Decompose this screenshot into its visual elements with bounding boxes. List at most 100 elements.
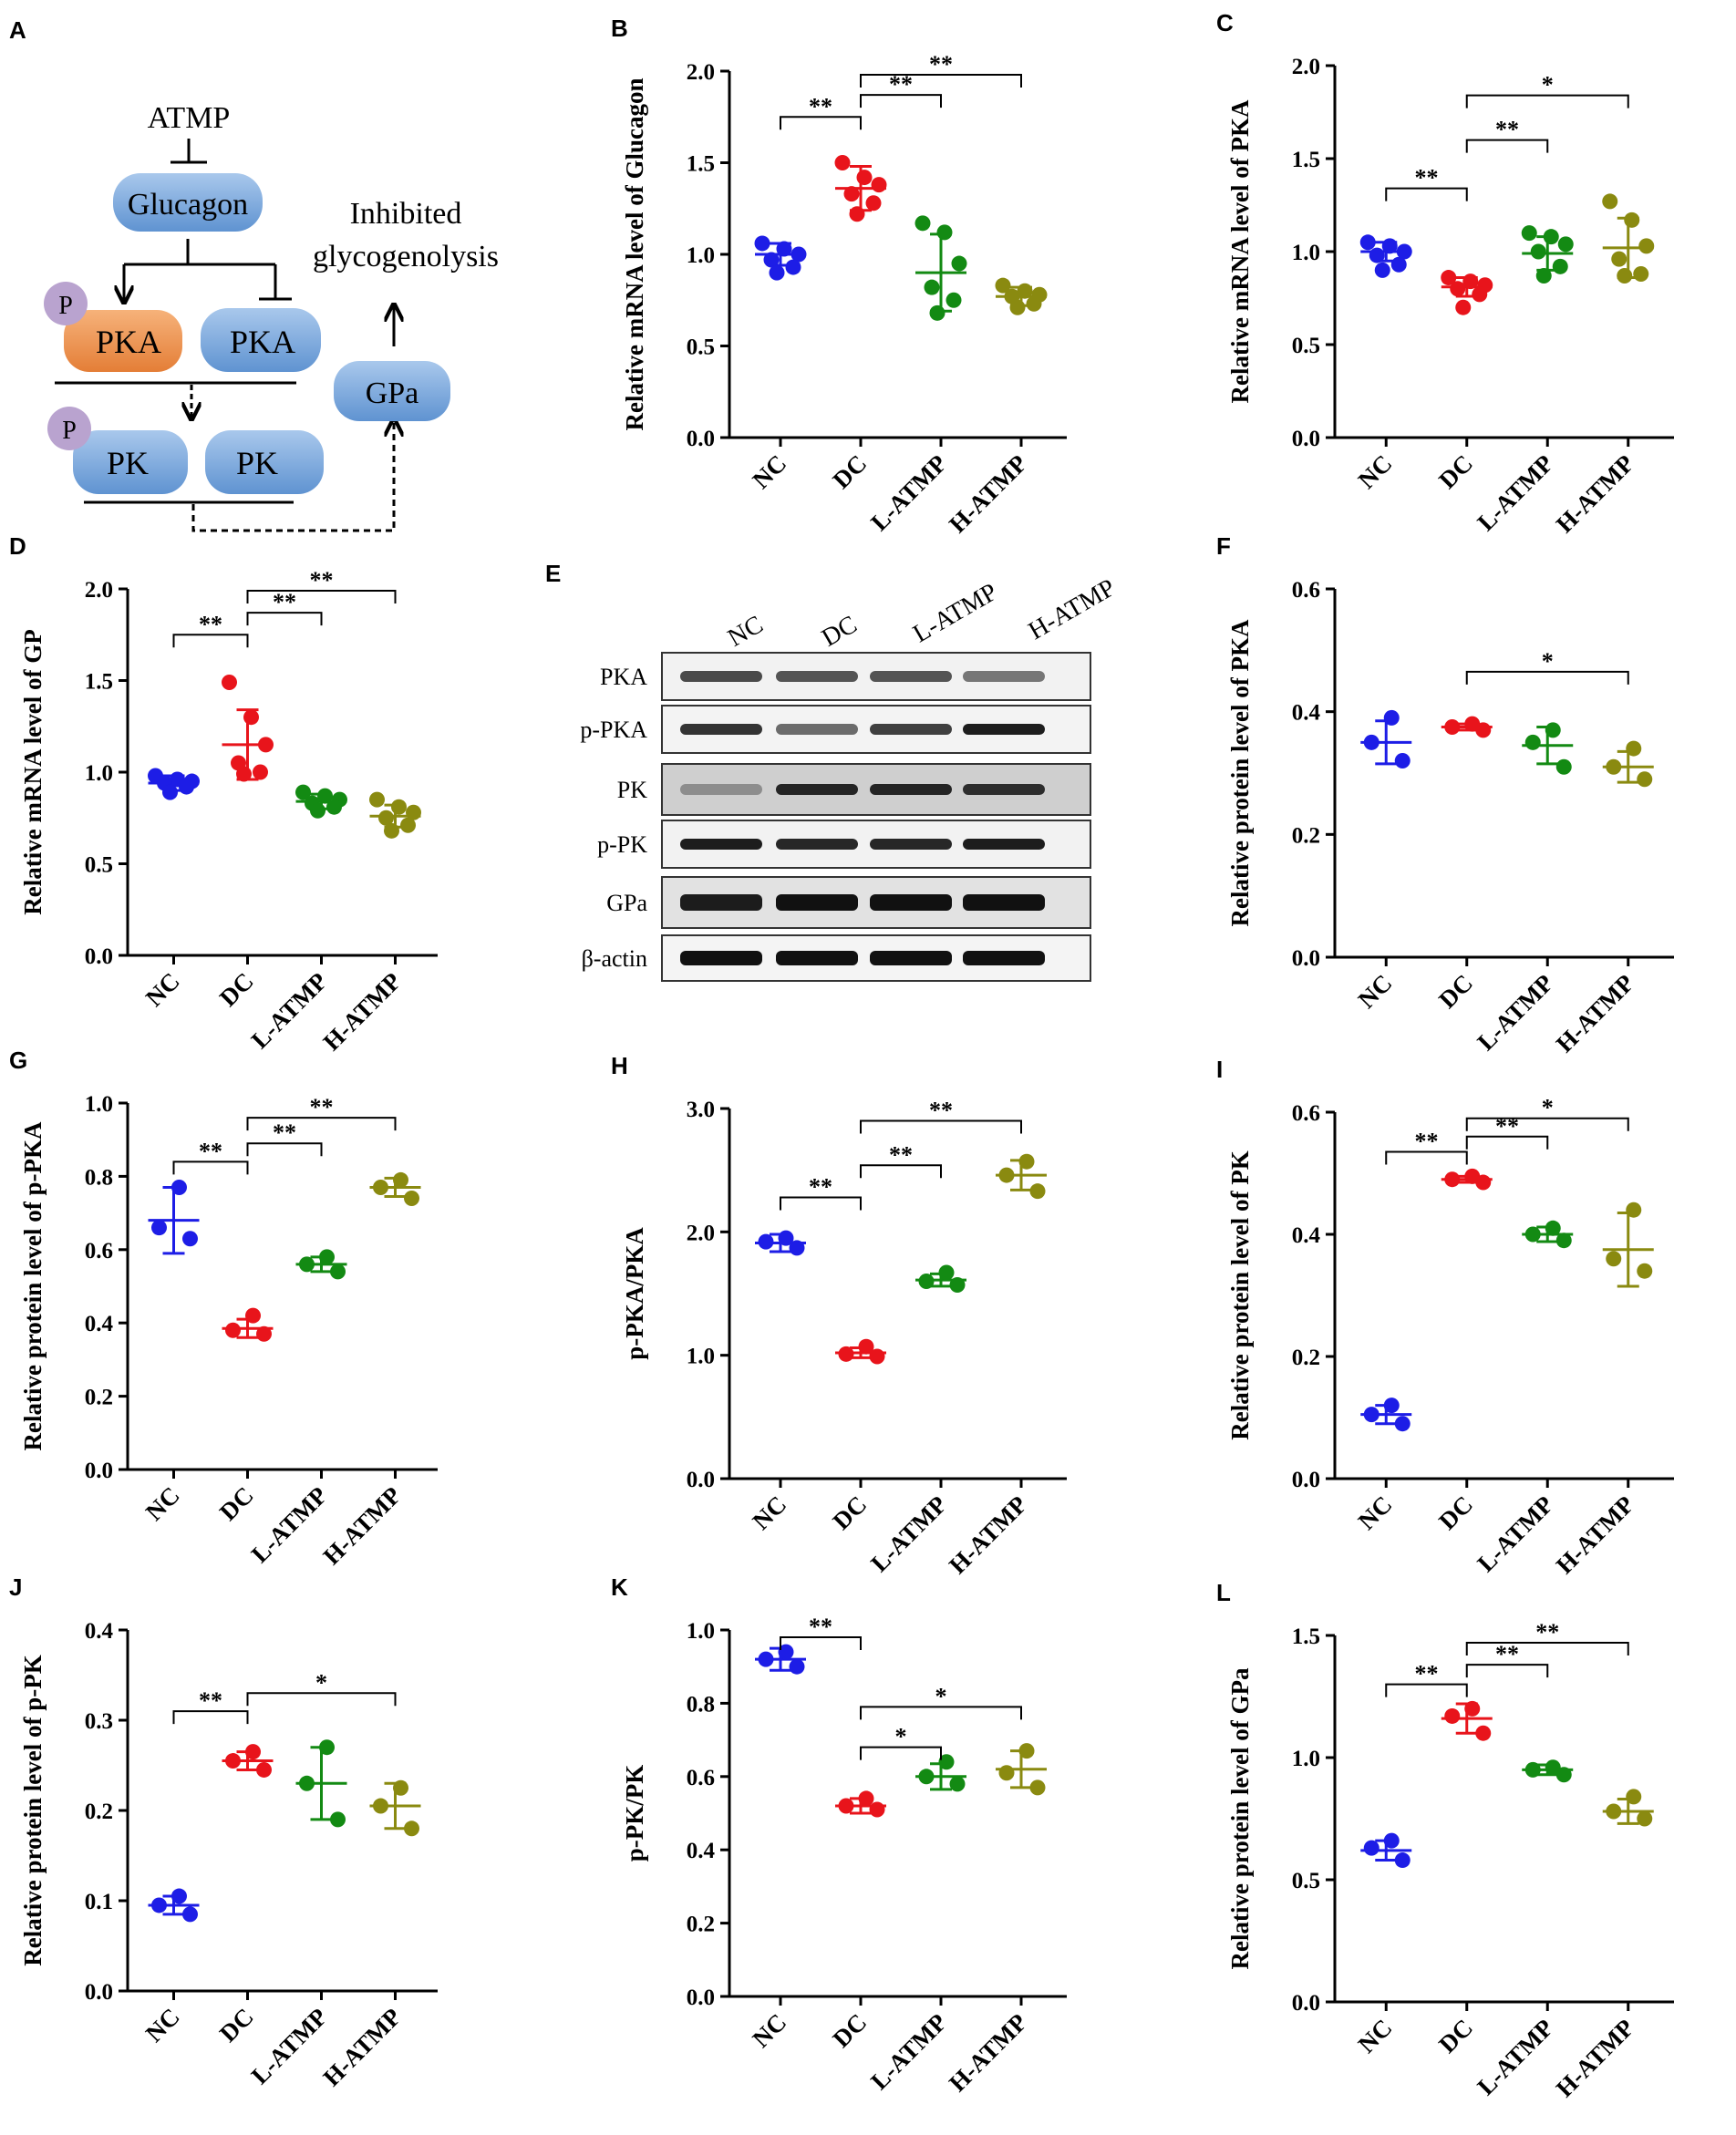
inhibited-label-1: Inhibited (350, 197, 462, 231)
blot-row-label: β-actin (582, 945, 647, 972)
significance-label: ** (310, 1094, 334, 1120)
x-tick-label: L-ATMP (1472, 969, 1558, 1056)
significance-bracket (246, 1117, 397, 1131)
blot-band (963, 724, 1045, 735)
data-point (776, 241, 792, 257)
data-point (1626, 1789, 1642, 1805)
x-tick-label: NC (1353, 969, 1398, 1014)
data-point (1606, 758, 1622, 775)
chart-panel-g: G 0.0 0.2 0.4 0.6 0.8 1.0 Relative protein leve… (9, 1047, 438, 1570)
x-tick-label: L-ATMP (865, 449, 952, 536)
data-point (1444, 1707, 1461, 1724)
x-tick-label: H-ATMP (318, 1481, 407, 1570)
x-tick-label: H-ATMP (1551, 969, 1639, 1057)
significance-bracket (780, 1636, 862, 1651)
data-point (778, 1644, 794, 1660)
data-point (236, 766, 252, 782)
gpa-label: GPa (366, 376, 419, 410)
blot-row-label: p-PK (597, 831, 647, 858)
significance-bracket (1465, 94, 1629, 108)
data-point (758, 1233, 774, 1250)
y-tick-label: 1.0 (687, 1345, 715, 1369)
data-point (171, 1179, 187, 1195)
blot-band (963, 839, 1045, 850)
data-point (1530, 243, 1546, 260)
x-tick-label: NC (1353, 1490, 1398, 1535)
blot-band (776, 894, 858, 911)
x-tick-label: L-ATMP (246, 1481, 333, 1568)
data-point (1363, 734, 1380, 750)
blot-band (680, 839, 762, 850)
panel-e-letter: E (545, 560, 561, 587)
y-tick-label: 0.0 (85, 1980, 113, 2005)
data-point (317, 788, 333, 804)
chart-panel-d: D 0.0 0.5 1.0 1.5 2.0 Relative mRNA level of G… (9, 532, 438, 1056)
data-point (1475, 1174, 1492, 1191)
data-point (243, 709, 259, 726)
significance-label: * (935, 1683, 947, 1709)
x-tick-label: DC (1433, 1490, 1478, 1535)
significance-bracket (1465, 1642, 1629, 1656)
data-point (256, 1325, 272, 1342)
y-tick-label: 0.5 (85, 853, 113, 878)
data-point (1611, 251, 1628, 267)
x-tick-label: L-ATMP (865, 2008, 952, 2095)
y-tick-label: 0.0 (85, 1459, 113, 1483)
data-point (869, 1348, 885, 1365)
data-point (789, 1658, 805, 1675)
blot-band (870, 839, 952, 850)
data-point (1475, 722, 1492, 738)
y-tick-label: 0.1 (85, 1890, 113, 1914)
data-point (1633, 265, 1649, 282)
x-tick-label: H-ATMP (1551, 449, 1639, 538)
x-tick-label: DC (214, 1481, 259, 1526)
panel-e-western-blot: E NC DC L-ATMP H-ATMP PKA p-PKA PK p-PK GPa β… (545, 560, 1121, 982)
data-point (1390, 256, 1407, 273)
y-tick-label: 1.0 (687, 243, 715, 268)
data-point (378, 810, 394, 826)
data-point (1394, 753, 1410, 769)
data-point (222, 675, 237, 691)
data-point (404, 1191, 419, 1207)
significance-label: ** (1495, 117, 1519, 143)
x-tick-label: L-ATMP (865, 1490, 952, 1577)
phospho-p-label: P (62, 417, 77, 445)
y-tick-label: 0.2 (1292, 1346, 1320, 1370)
data-point (245, 1307, 261, 1324)
y-tick-label: 0.6 (1292, 578, 1320, 603)
y-axis-label: p-PKA/PKA (621, 1227, 648, 1360)
significance-bracket (1465, 1664, 1549, 1678)
data-point (310, 802, 326, 819)
data-point (171, 1888, 187, 1904)
data-point (838, 1798, 854, 1814)
y-tick-label: 0.5 (1292, 334, 1320, 358)
x-tick-label: H-ATMP (944, 1490, 1032, 1579)
y-tick-label: 0.2 (1292, 823, 1320, 848)
data-point (949, 1776, 966, 1792)
data-point (1555, 1767, 1572, 1783)
data-point (834, 155, 851, 170)
data-point (1617, 268, 1633, 284)
data-point (373, 1179, 388, 1195)
x-tick-label: NC (140, 967, 185, 1012)
data-point (1637, 1263, 1653, 1279)
y-tick-label: 0.5 (1292, 1869, 1320, 1893)
panel-letter: G (9, 1047, 27, 1074)
y-tick-label: 2.0 (85, 578, 113, 603)
data-point (182, 1906, 198, 1923)
x-tick-label: NC (747, 449, 791, 494)
significance-label: ** (809, 93, 832, 119)
significance-bracket (1465, 1135, 1549, 1150)
data-point (295, 784, 311, 800)
significance-bracket (172, 634, 249, 648)
pk-active-label: PK (107, 445, 149, 481)
blot-band (680, 671, 762, 682)
data-point (785, 259, 801, 275)
panel-letter: L (1216, 1579, 1231, 1606)
panel-letter: F (1216, 532, 1231, 560)
significance-label: ** (1495, 1641, 1519, 1667)
x-tick-label: NC (140, 2003, 185, 2047)
y-tick-label: 0.2 (687, 1913, 715, 1937)
data-point (299, 1775, 315, 1791)
